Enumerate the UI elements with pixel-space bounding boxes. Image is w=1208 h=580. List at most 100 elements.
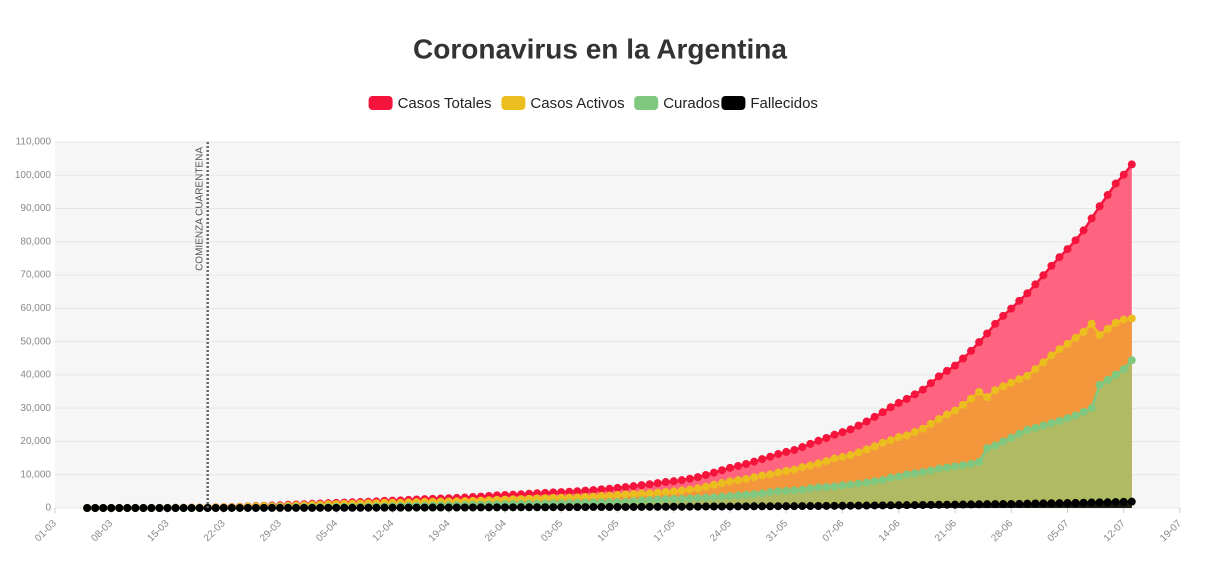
point (669, 477, 678, 486)
point (645, 496, 654, 505)
point (1007, 433, 1016, 442)
point (1015, 375, 1024, 384)
point (814, 501, 823, 510)
point (774, 468, 783, 477)
point (613, 483, 622, 492)
point (1055, 345, 1064, 354)
point (975, 500, 984, 509)
point (967, 346, 976, 355)
y-tick-label: 80,000 (20, 236, 51, 247)
point (565, 503, 574, 512)
x-tick-label: 12-07 (1102, 518, 1128, 544)
point (846, 480, 855, 489)
point (677, 502, 686, 511)
point (597, 491, 606, 500)
point (894, 398, 903, 407)
point (581, 486, 590, 495)
x-tick-label: 14-06 (877, 518, 903, 544)
point (147, 503, 156, 512)
point (621, 490, 630, 499)
point (685, 494, 694, 503)
y-tick-label: 10,000 (20, 469, 51, 480)
point (951, 361, 959, 370)
point (1031, 280, 1040, 289)
point (1095, 202, 1104, 211)
point (814, 459, 823, 468)
point (742, 459, 751, 468)
point (645, 480, 654, 489)
point (613, 502, 622, 511)
point (1119, 365, 1128, 374)
x-tick-label: 08-03 (89, 518, 115, 544)
x-tick-label: 22-03 (202, 518, 228, 544)
point (1095, 380, 1104, 389)
chart-title: Coronavirus en la Argentina (413, 33, 787, 64)
point (1063, 499, 1072, 508)
legend-swatch (721, 96, 746, 110)
point (902, 394, 911, 403)
point (621, 502, 630, 511)
x-tick-label: 05-07 (1046, 518, 1072, 544)
point (621, 483, 630, 492)
point (910, 390, 919, 399)
point (669, 487, 678, 496)
point (701, 493, 710, 502)
point (750, 473, 759, 482)
point (1111, 498, 1120, 507)
point (902, 431, 911, 440)
y-tick-label: 40,000 (20, 370, 51, 381)
point (846, 501, 855, 510)
point (227, 503, 236, 512)
point (1055, 416, 1064, 425)
point (878, 476, 887, 485)
point (661, 502, 670, 511)
point (717, 466, 726, 475)
y-tick-label: 50,000 (20, 336, 51, 347)
point (918, 424, 927, 433)
point (894, 472, 903, 481)
point (709, 502, 718, 511)
point (99, 503, 108, 512)
point (195, 503, 204, 512)
point (983, 329, 992, 338)
point (854, 448, 863, 457)
point (806, 439, 815, 448)
point (645, 502, 654, 511)
point (830, 482, 839, 491)
point (1039, 271, 1048, 280)
x-tick-label: 12-04 (371, 518, 397, 544)
point (870, 501, 879, 510)
point (573, 503, 582, 512)
point (709, 468, 718, 477)
point (750, 457, 759, 466)
point (854, 501, 863, 510)
point (918, 385, 927, 394)
point (766, 502, 775, 511)
point (959, 461, 968, 470)
annotation-label: COMIENZA CUARENTENA (194, 147, 205, 271)
point (886, 473, 895, 482)
point (806, 502, 815, 511)
point (862, 417, 871, 426)
point (1023, 425, 1032, 434)
point (1095, 330, 1104, 339)
point (726, 477, 734, 486)
x-tick-label: 03-05 (539, 518, 565, 544)
point (1007, 499, 1016, 508)
point (942, 410, 951, 419)
point (661, 488, 670, 497)
point (235, 503, 244, 512)
point (324, 503, 333, 512)
point (999, 500, 1008, 509)
point (967, 500, 976, 509)
point (1111, 179, 1120, 188)
point (846, 451, 855, 460)
point (878, 501, 887, 510)
point (701, 502, 710, 511)
y-tick-label: 110,000 (16, 137, 52, 148)
point (284, 503, 293, 512)
point (830, 501, 839, 510)
point (975, 387, 984, 396)
point (726, 502, 734, 511)
point (766, 488, 775, 497)
